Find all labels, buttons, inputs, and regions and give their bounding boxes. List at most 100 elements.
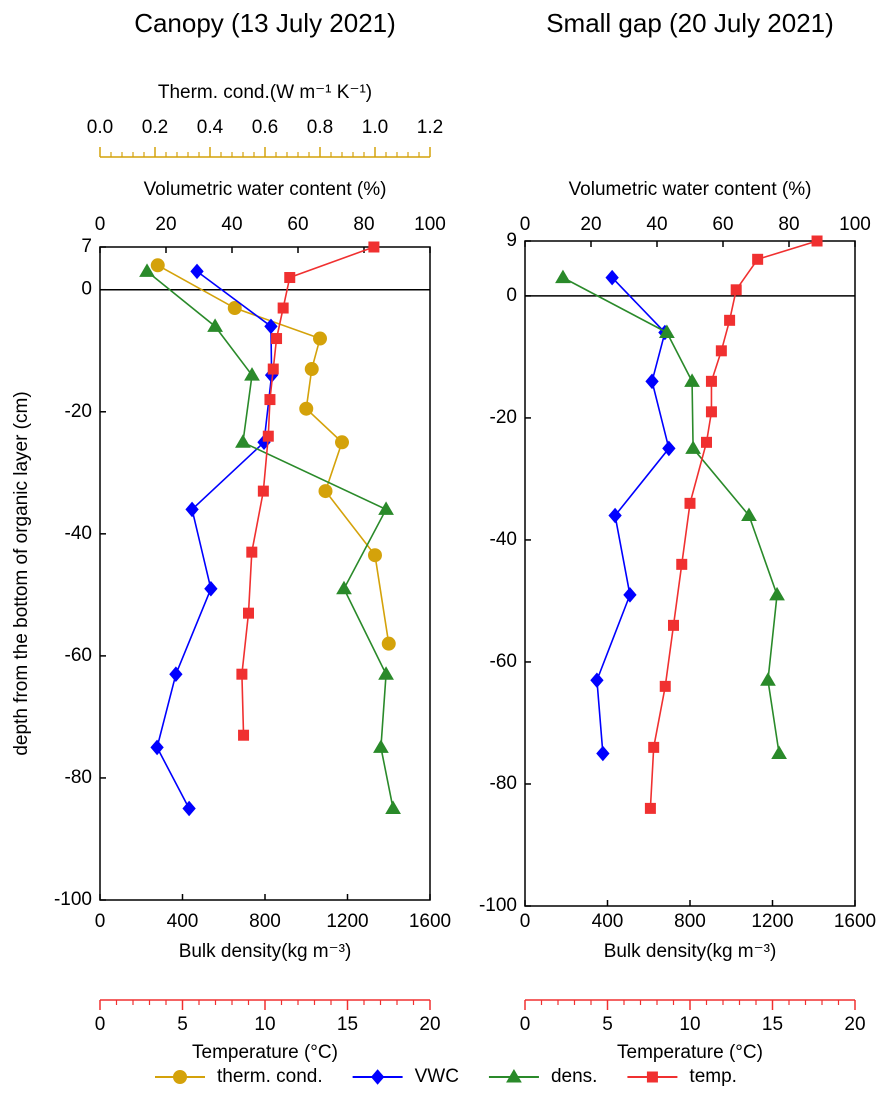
marker (646, 1071, 658, 1083)
x-tick-label: 1200 (326, 911, 368, 932)
marker (378, 666, 394, 680)
x-axis-label: Bulk density(kg m⁻³) (604, 941, 777, 962)
marker (701, 436, 712, 448)
x-tick-label: 5 (177, 1014, 188, 1035)
marker (760, 672, 776, 686)
y-tick-label: -60 (65, 645, 92, 666)
marker (506, 1069, 522, 1083)
y-tick-label: -20 (65, 401, 92, 422)
x-tick-label: 1600 (834, 911, 876, 932)
marker (605, 269, 619, 286)
marker (313, 331, 327, 346)
chart-title: Small gap (20 July 2021) (546, 8, 834, 38)
x-axis-label: Bulk density(kg m⁻³) (179, 941, 352, 962)
legend-label: temp. (689, 1066, 737, 1087)
marker (705, 375, 717, 387)
marker (811, 235, 823, 247)
x-tick-label: 800 (674, 911, 706, 932)
y-tick-label: -80 (490, 773, 517, 794)
marker (139, 263, 155, 277)
marker (596, 745, 610, 762)
marker (370, 1069, 385, 1085)
marker (271, 333, 283, 345)
x-tick-label: 0 (520, 214, 531, 235)
plot-frame (99, 246, 431, 901)
x-tick-label: 0.2 (142, 117, 168, 138)
marker (336, 580, 352, 595)
series-line (146, 270, 394, 809)
x-tick-label: 20 (419, 1014, 440, 1035)
marker (730, 284, 742, 296)
marker (304, 362, 319, 377)
y-tick-label: -60 (490, 651, 517, 672)
chart-title: Canopy (13 July 2021) (134, 8, 396, 38)
x-tick-label: 20 (580, 214, 601, 235)
x-tick-label: 100 (414, 214, 446, 235)
marker (150, 739, 164, 756)
x-tick-label: 0 (520, 1014, 531, 1035)
x-tick-label: 0 (95, 911, 106, 932)
marker (659, 324, 675, 339)
x-tick-label: 80 (778, 214, 799, 235)
marker (555, 269, 571, 284)
marker (378, 501, 394, 515)
marker (227, 301, 242, 316)
marker (623, 587, 637, 603)
marker (724, 314, 736, 326)
y-tick-label: 7 (81, 236, 92, 257)
y-tick-label: 9 (506, 230, 517, 251)
marker (150, 258, 165, 273)
x-axis-label: Volumetric water content (%) (569, 179, 812, 200)
marker (741, 507, 757, 522)
marker (368, 241, 380, 253)
x-tick-label: 15 (337, 1014, 358, 1035)
x-tick-label: 1.0 (362, 117, 388, 138)
y-tick-label: 0 (506, 285, 517, 306)
x-tick-label: 1600 (409, 911, 451, 932)
marker (190, 263, 204, 280)
marker (318, 484, 333, 499)
x-tick-label: 400 (592, 911, 624, 932)
y-tick-label: -80 (65, 767, 92, 788)
marker (299, 401, 314, 416)
x-tick-label: 80 (353, 214, 374, 235)
x-tick-label: 1200 (751, 911, 793, 932)
marker (264, 394, 276, 406)
marker (662, 440, 676, 457)
marker (645, 373, 659, 390)
marker (238, 729, 250, 741)
marker (169, 666, 183, 682)
legend-label: dens. (551, 1066, 597, 1087)
marker (235, 434, 251, 448)
x-tick-label: 400 (167, 911, 199, 932)
marker (368, 548, 382, 563)
y-tick-label: -40 (65, 523, 92, 544)
x-tick-label: 100 (839, 214, 871, 235)
marker (182, 800, 196, 817)
marker (676, 558, 688, 570)
marker (659, 680, 671, 692)
x-axis-label: Therm. cond.(W m⁻¹ K⁻¹) (158, 82, 372, 103)
plot-frame (524, 240, 856, 907)
x-tick-label: 40 (646, 214, 667, 235)
x-tick-label: 10 (254, 1014, 275, 1035)
x-tick-label: 0.8 (307, 117, 333, 138)
x-axis-label: Temperature (°C) (192, 1042, 338, 1063)
series-line (562, 276, 780, 754)
marker (335, 435, 349, 450)
marker (715, 345, 727, 357)
x-tick-label: 15 (762, 1014, 783, 1035)
marker (608, 507, 622, 524)
legend-label: VWC (415, 1066, 459, 1087)
marker (236, 668, 248, 680)
x-tick-label: 0 (520, 911, 531, 932)
x-tick-label: 1.2 (417, 117, 443, 138)
marker (684, 497, 696, 509)
marker (264, 318, 278, 335)
x-tick-label: 60 (712, 214, 733, 235)
marker (685, 440, 701, 454)
x-axis-label: Volumetric water content (%) (144, 179, 387, 200)
legend-label: therm. cond. (217, 1066, 323, 1087)
x-tick-label: 40 (221, 214, 242, 235)
